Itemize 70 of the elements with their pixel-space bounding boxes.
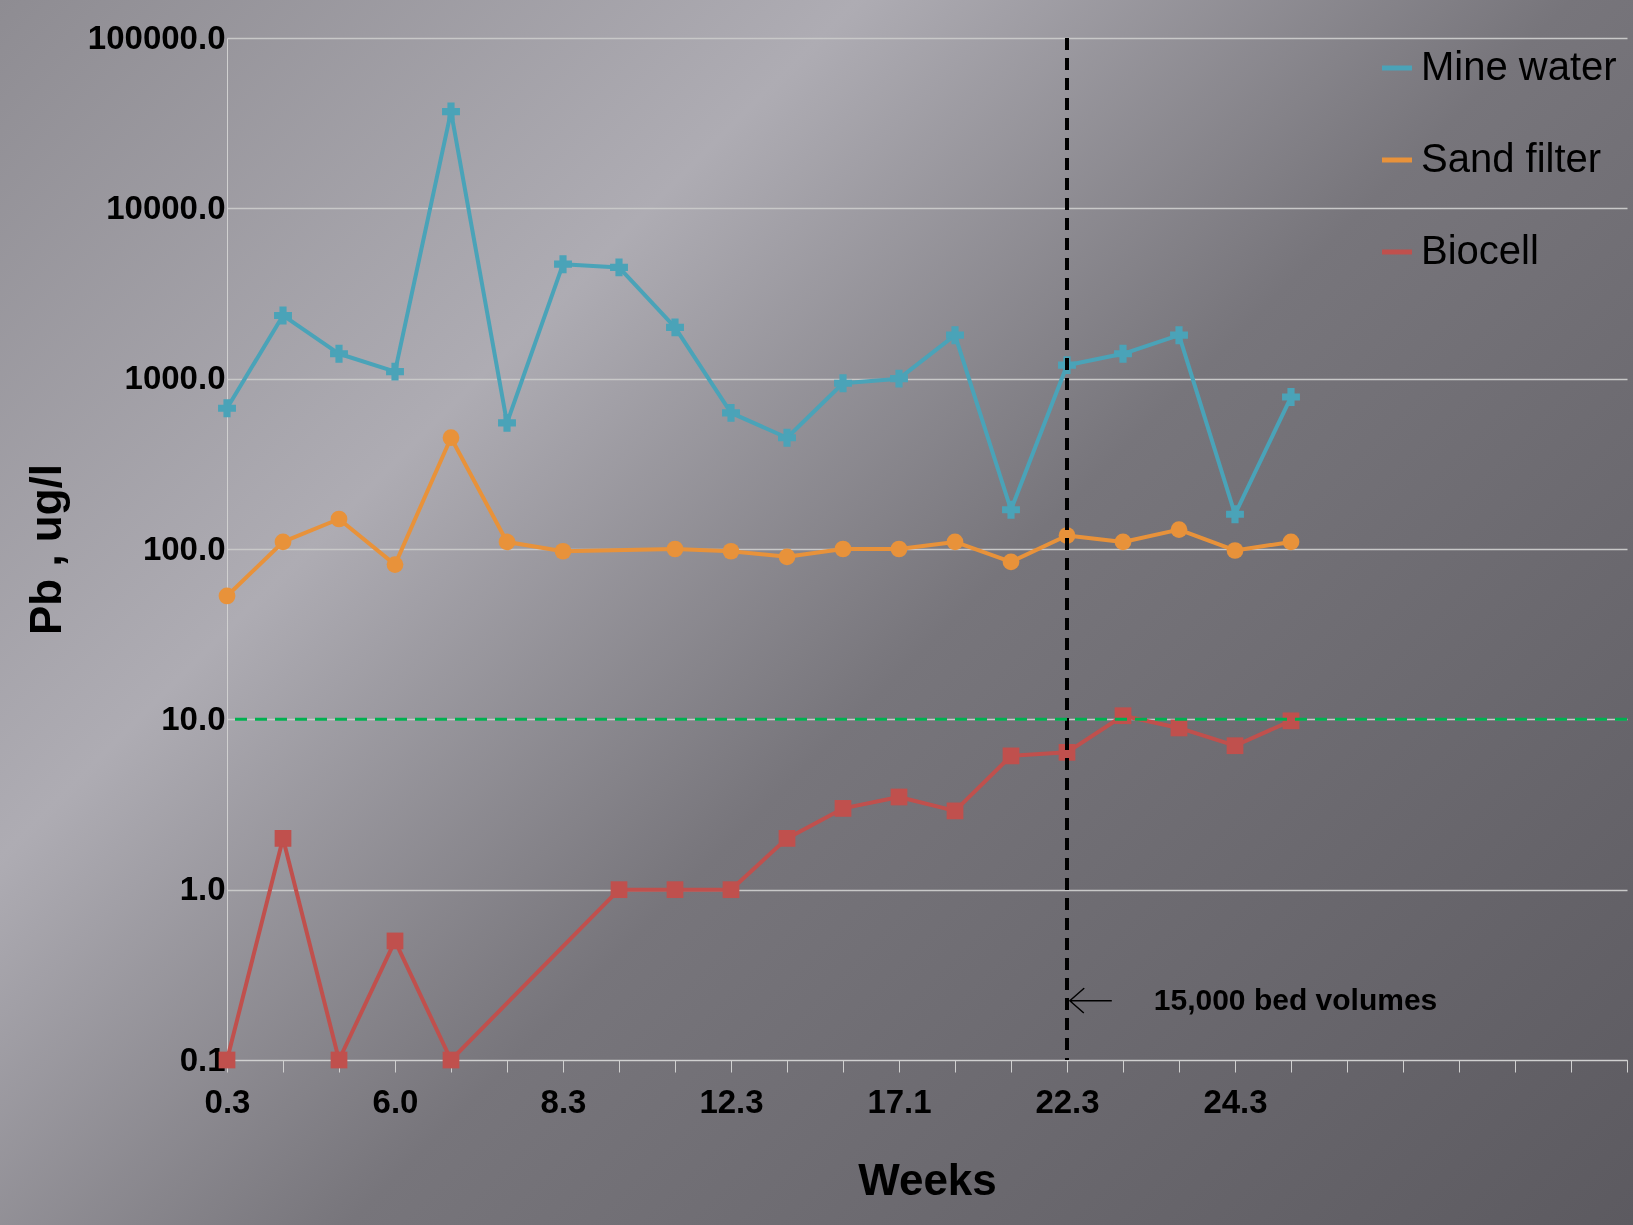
y-tick-label: 10.0 <box>161 699 226 737</box>
point <box>946 326 964 345</box>
point <box>1002 500 1020 519</box>
point <box>1114 533 1132 551</box>
point <box>834 800 852 817</box>
point <box>722 403 740 422</box>
x-tick-label: 17.1 <box>867 1082 932 1120</box>
x-axis-title: Weeks <box>858 1154 997 1204</box>
point <box>890 540 908 558</box>
point <box>274 830 292 847</box>
point <box>946 802 964 820</box>
point <box>778 830 796 847</box>
ref-line-label: 15,000 bed volumes <box>1153 982 1438 1016</box>
point <box>442 1051 460 1069</box>
y-tick-label: 0.1 <box>179 1040 226 1078</box>
point <box>386 556 404 573</box>
point <box>1226 505 1244 524</box>
point <box>946 533 964 551</box>
point <box>554 255 572 274</box>
point <box>834 540 852 558</box>
point <box>330 510 348 528</box>
y-tick-label: 100.0 <box>142 529 226 567</box>
point <box>442 429 460 447</box>
point <box>1282 388 1300 406</box>
point <box>1226 542 1244 559</box>
point <box>834 374 852 393</box>
x-tick-label: 6.0 <box>372 1082 419 1120</box>
x-tick-label: 8.3 <box>540 1082 587 1120</box>
point <box>218 587 236 605</box>
y-tick-label: 1000.0 <box>124 359 226 397</box>
point <box>1226 737 1244 755</box>
point <box>1282 533 1300 551</box>
point <box>274 533 292 551</box>
point <box>778 548 796 566</box>
point <box>1170 326 1188 345</box>
point <box>1002 553 1020 571</box>
point <box>778 428 796 447</box>
point <box>666 318 684 337</box>
point <box>890 369 908 388</box>
y-tick-label: 100000.0 <box>87 18 226 56</box>
point <box>1114 344 1132 363</box>
point <box>498 413 516 432</box>
legend-label: Mine water <box>1421 44 1617 88</box>
x-tick-label: 12.3 <box>699 1082 764 1120</box>
point <box>386 362 404 381</box>
point <box>1170 521 1188 538</box>
point <box>330 344 348 363</box>
point <box>666 540 684 558</box>
point <box>722 542 740 560</box>
legend-label: Sand filter <box>1421 136 1602 180</box>
point <box>666 881 684 899</box>
x-tick-label: 0.3 <box>204 1082 251 1120</box>
point <box>554 542 572 560</box>
point <box>890 788 908 806</box>
point <box>722 881 740 899</box>
point <box>386 932 404 950</box>
x-tick-label: 22.3 <box>1035 1082 1100 1120</box>
y-tick-label: 1.0 <box>179 870 226 908</box>
point <box>498 533 516 551</box>
point <box>1002 747 1020 765</box>
point <box>330 1051 348 1069</box>
y-tick-label: 10000.0 <box>106 188 226 226</box>
y-axis-title: Pb , ug/l <box>20 463 70 636</box>
point <box>610 881 628 899</box>
x-tick-label: 24.3 <box>1203 1082 1268 1120</box>
legend-label: Biocell <box>1421 228 1539 272</box>
point <box>274 306 292 325</box>
point <box>442 102 460 121</box>
point <box>218 399 236 418</box>
point <box>610 258 628 277</box>
